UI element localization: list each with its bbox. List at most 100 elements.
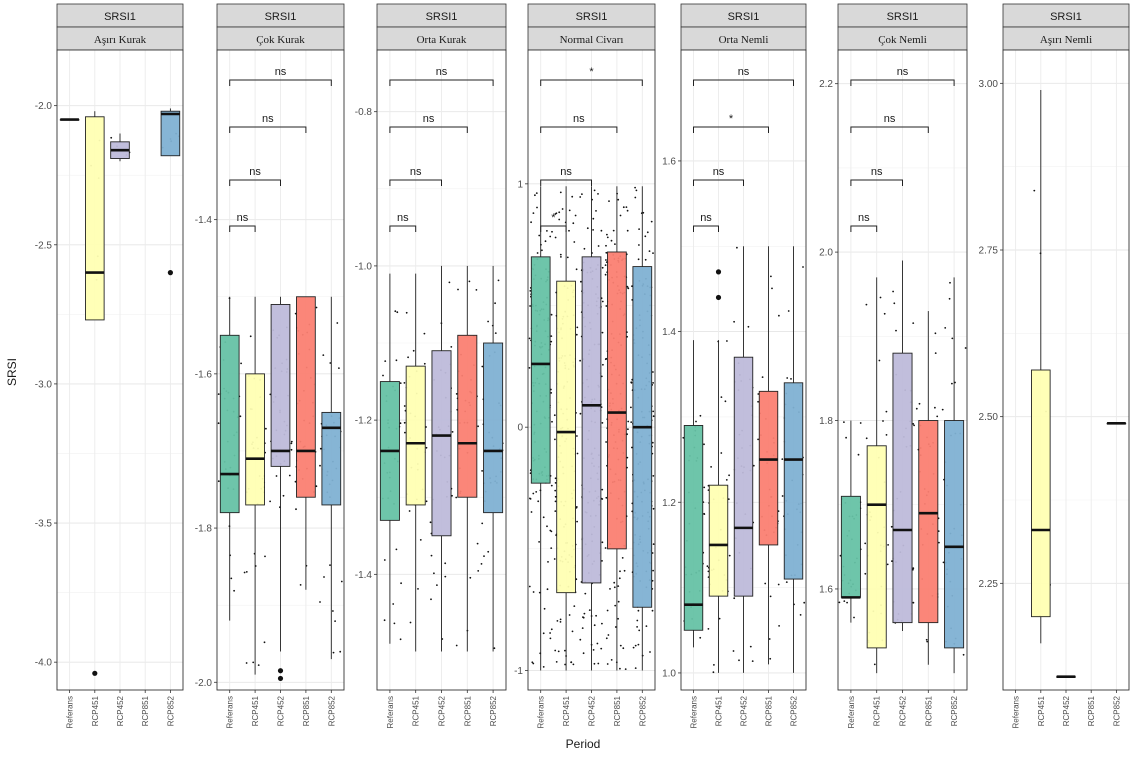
jitter-point	[631, 446, 633, 449]
box-rcp451	[556, 186, 576, 671]
jitter-point	[554, 477, 557, 480]
jitter-point	[699, 636, 702, 639]
jitter-point	[606, 609, 609, 612]
jitter-point	[605, 251, 608, 254]
jitter-point	[638, 244, 640, 246]
jitter-point	[550, 392, 553, 394]
strip-bottom-label: Çok Nemli	[878, 34, 927, 46]
y-tick-label: 2.2	[819, 79, 833, 90]
jitter-point	[733, 320, 735, 323]
jitter-point	[944, 327, 947, 329]
jitter-point	[269, 500, 271, 503]
y-tick-label: -1.8	[195, 524, 213, 535]
jitter-point	[558, 211, 561, 214]
jitter-point	[403, 382, 406, 384]
significance-bracket	[850, 126, 929, 133]
jitter-point	[554, 489, 557, 492]
significance-bracket	[389, 79, 494, 86]
outlier-point	[715, 294, 722, 301]
jitter-point	[634, 186, 636, 189]
facet-panel: SRSI1 Normal Civarı 1 0 -1 * ns ns * Referans RCP4…	[514, 3, 656, 728]
jitter-point	[532, 662, 535, 665]
jitter-point	[583, 247, 586, 250]
jitter-point	[543, 607, 546, 610]
x-tick-label: RCP452	[438, 695, 447, 726]
jitter-point	[600, 647, 603, 650]
jitter-point	[617, 617, 619, 620]
significance-label: ns	[573, 113, 585, 125]
jitter-point	[593, 624, 596, 627]
box-body	[708, 484, 729, 597]
jitter-point	[395, 359, 398, 362]
jitter-point	[564, 649, 566, 652]
jitter-point	[613, 581, 616, 584]
jitter-point	[626, 285, 629, 288]
jitter-point	[455, 644, 458, 647]
jitter-point	[622, 206, 625, 209]
jitter-point	[614, 243, 616, 246]
significance-label: ns	[871, 166, 883, 178]
jitter-point	[468, 280, 471, 283]
jitter-point	[450, 346, 453, 348]
jitter-point	[652, 371, 654, 373]
jitter-point	[601, 300, 604, 303]
y-tick-label: 1.4	[662, 327, 676, 338]
strip-top-label: SRSI1	[887, 11, 919, 23]
jitter-point	[249, 335, 252, 338]
jitter-point	[455, 393, 458, 395]
jitter-point	[412, 349, 415, 352]
jitter-point	[537, 500, 540, 503]
jitter-point	[626, 229, 629, 232]
significance-label: ns	[738, 66, 750, 78]
jitter-point	[430, 554, 433, 557]
jitter-point	[538, 591, 541, 594]
x-tick-label: Referans	[66, 696, 75, 728]
jitter-point	[396, 311, 399, 314]
jitter-point	[636, 619, 639, 622]
significance-bracket	[850, 79, 955, 86]
jitter-point	[769, 595, 772, 598]
jitter-point	[230, 577, 233, 580]
jitter-point	[614, 626, 617, 628]
significance-label: ns	[436, 66, 448, 78]
jitter-point	[724, 400, 727, 403]
jitter-point	[572, 222, 575, 225]
jitter-point	[605, 305, 608, 307]
jitter-point	[845, 436, 847, 439]
jitter-point	[555, 661, 558, 663]
box-rcp852	[483, 265, 504, 652]
jitter-point	[334, 620, 336, 622]
jitter-point	[926, 640, 929, 643]
box-rcp451	[708, 340, 729, 673]
box-body	[840, 495, 861, 598]
jitter-point	[778, 625, 780, 627]
jitter-point	[497, 279, 500, 282]
box-body	[783, 382, 804, 580]
jitter-point	[457, 288, 459, 291]
box-rcp452	[270, 296, 291, 652]
jitter-point	[726, 340, 728, 342]
jitter-point	[885, 434, 888, 436]
strip-bottom-label: Orta Nemli	[719, 34, 769, 46]
y-tick-label: 1.0	[662, 668, 676, 679]
jitter-point	[494, 302, 496, 305]
significance-label: ns	[700, 212, 712, 224]
box-rcp452	[581, 186, 602, 671]
jitter-point	[550, 547, 553, 549]
jitter-point	[556, 620, 559, 622]
significance-bracket	[389, 179, 442, 186]
jitter-point	[592, 229, 594, 231]
jitter-point	[554, 495, 557, 498]
box-rcp851	[918, 311, 939, 665]
jitter-point	[606, 663, 609, 665]
jitter-point	[799, 614, 802, 616]
jitter-point	[559, 621, 562, 623]
jitter-point	[912, 567, 915, 570]
box-body	[431, 350, 452, 537]
jitter-point	[593, 662, 596, 665]
jitter-point	[695, 420, 697, 423]
jitter-point	[494, 332, 497, 334]
box-body	[632, 266, 653, 608]
jitter-point	[913, 424, 915, 427]
jitter-point	[451, 494, 453, 497]
